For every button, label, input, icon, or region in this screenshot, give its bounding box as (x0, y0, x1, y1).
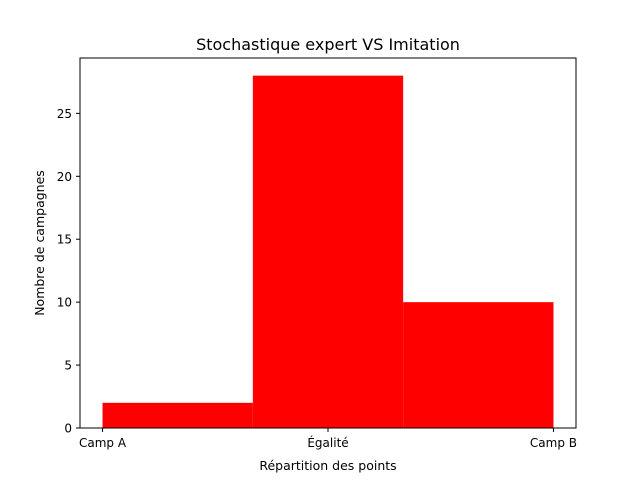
x-axis: Camp A Égalité Camp B (79, 428, 577, 450)
bar-0 (102, 402, 253, 428)
y-tick-label-3: 15 (57, 233, 72, 247)
y-axis-label: Nombre de campagnes (32, 170, 47, 316)
x-tick-label-1: Égalité (307, 435, 348, 450)
y-tick-label-5: 25 (57, 107, 72, 121)
y-tick-label-0: 0 (64, 422, 72, 436)
y-axis: 0 5 10 15 20 25 (57, 107, 80, 436)
y-tick-label-2: 10 (57, 296, 72, 310)
bar-2 (403, 302, 554, 428)
x-axis-label: Répartition des points (259, 458, 396, 473)
x-tick-label-0: Camp A (79, 436, 127, 450)
chart-title: Stochastique expert VS Imitation (196, 35, 460, 54)
x-tick-label-2: Camp B (530, 436, 577, 450)
bars-group (102, 75, 554, 428)
y-tick-label-4: 20 (57, 170, 72, 184)
y-tick-label-1: 5 (64, 359, 72, 373)
bar-1 (252, 75, 404, 428)
